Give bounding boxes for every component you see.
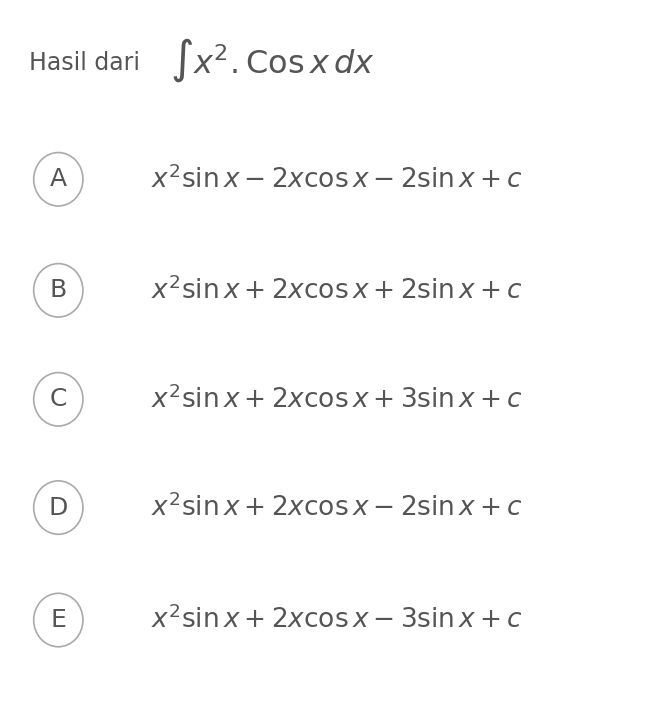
Circle shape (34, 373, 83, 426)
Text: $x^2 \sin x - 2x \cos x - 2\sin x + c$: $x^2 \sin x - 2x \cos x - 2\sin x + c$ (151, 165, 523, 193)
Text: D: D (49, 496, 68, 520)
Text: $x^2 \sin x + 2x \cos x + 3\sin x + c$: $x^2 \sin x + 2x \cos x + 3\sin x + c$ (151, 385, 523, 413)
Circle shape (34, 153, 83, 206)
Text: E: E (51, 608, 66, 632)
Text: C: C (50, 387, 67, 411)
Circle shape (34, 264, 83, 317)
Text: Hasil dari: Hasil dari (29, 51, 140, 75)
Circle shape (34, 593, 83, 647)
Text: $x^2 \sin x + 2x \cos x - 3\sin x + c$: $x^2 \sin x + 2x \cos x - 3\sin x + c$ (151, 606, 523, 634)
Text: $x^2 \sin x + 2x \cos x + 2\sin x + c$: $x^2 \sin x + 2x \cos x + 2\sin x + c$ (151, 276, 523, 304)
Circle shape (34, 481, 83, 534)
Text: A: A (50, 167, 67, 191)
Text: $x^2 \sin x + 2x \cos x - 2\sin x + c$: $x^2 \sin x + 2x \cos x - 2\sin x + c$ (151, 494, 523, 522)
Text: $\int x^2.\mathrm{Cos}\, x\, dx$: $\int x^2.\mathrm{Cos}\, x\, dx$ (170, 36, 375, 84)
Text: B: B (50, 278, 67, 302)
